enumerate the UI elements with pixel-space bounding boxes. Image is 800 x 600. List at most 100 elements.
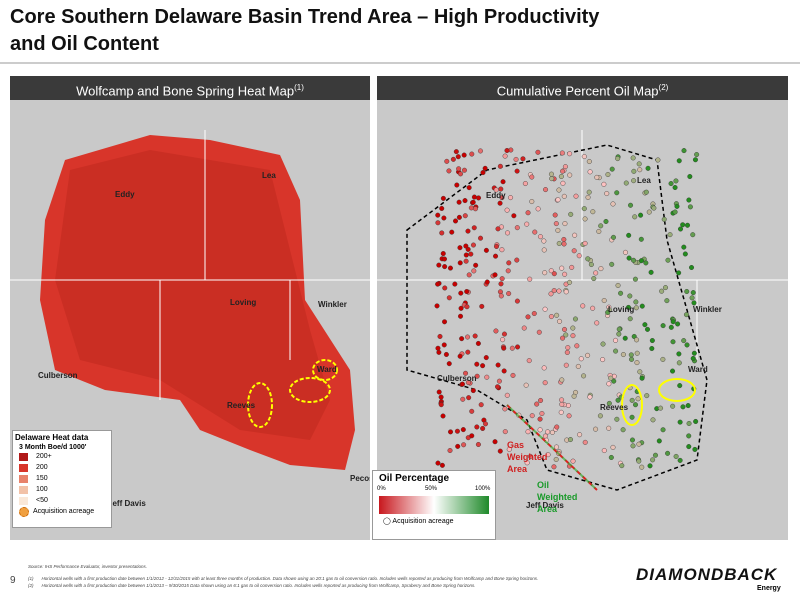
well-dot — [502, 406, 508, 412]
well-dot — [606, 381, 612, 387]
well-dot — [633, 305, 639, 311]
well-dot — [559, 397, 565, 403]
well-dot — [435, 281, 441, 287]
well-dot — [619, 463, 625, 469]
well-dot — [630, 443, 636, 449]
heat-core — [55, 150, 330, 440]
well-dot — [460, 427, 466, 433]
well-dot — [665, 257, 671, 263]
well-dot — [497, 163, 503, 169]
well-dot — [639, 464, 645, 470]
well-dot — [441, 256, 447, 262]
well-dot — [658, 405, 664, 411]
legend-item: <50 — [13, 495, 111, 506]
well-dot — [549, 176, 555, 182]
well-dot — [525, 210, 531, 216]
well-dot — [435, 345, 441, 351]
well-dot — [504, 207, 510, 213]
well-dot — [495, 226, 501, 232]
well-dot — [600, 341, 606, 347]
well-dot — [537, 234, 543, 240]
well-dot — [628, 352, 634, 358]
well-dot — [498, 293, 504, 299]
title-line: and Oil Content — [10, 33, 159, 55]
well-dot — [689, 295, 695, 301]
well-dot — [463, 243, 469, 249]
county-label: Lea — [262, 171, 276, 180]
well-dot — [631, 257, 637, 263]
well-dot — [434, 303, 440, 309]
well-dot — [610, 234, 616, 240]
well-dot — [563, 289, 569, 295]
well-dot — [684, 222, 690, 228]
well-dot — [458, 290, 464, 296]
county-label: Loving — [230, 298, 256, 307]
well-dot — [470, 388, 476, 394]
well-dot — [440, 195, 446, 201]
legend-item: Acquisition acreage — [13, 506, 111, 517]
arrow-oil — [506, 404, 598, 491]
well-dot — [459, 381, 465, 387]
well-dot — [506, 291, 512, 297]
footnote: Horizontal wells with a first production… — [41, 583, 476, 588]
well-dot — [629, 397, 635, 403]
well-dot — [608, 375, 614, 381]
well-dot — [571, 393, 577, 399]
legend-swatch — [19, 506, 29, 517]
well-dot — [685, 403, 691, 409]
well-dot — [638, 212, 644, 218]
legend-text: 200 — [36, 464, 48, 471]
well-dot — [585, 194, 591, 200]
county-label: Loving — [608, 305, 634, 314]
well-dot — [567, 279, 573, 285]
well-dot — [631, 168, 637, 174]
well-dot — [642, 322, 648, 328]
well-dot — [548, 291, 554, 297]
well-dot — [563, 332, 569, 338]
well-dot — [571, 248, 577, 254]
well-dot — [514, 225, 520, 231]
well-dot — [482, 165, 488, 171]
well-dot — [497, 200, 503, 206]
well-dot — [493, 253, 499, 259]
well-dot — [497, 289, 503, 295]
well-dot — [639, 375, 645, 381]
well-dot — [504, 148, 510, 154]
well-dot — [478, 402, 484, 408]
well-dot — [556, 240, 562, 246]
well-dot — [603, 218, 609, 224]
well-dot — [447, 448, 453, 454]
well-dot — [509, 345, 515, 351]
county-label: Reeves — [227, 401, 256, 410]
well-dot — [585, 352, 591, 358]
well-dot — [537, 416, 543, 422]
legend-acreage: ◯ Acquisition acreage — [383, 518, 454, 525]
well-dot — [615, 282, 621, 288]
legend-item: 150 — [13, 473, 111, 484]
legend-subtitle: 3 Month Boe/d 1000' — [19, 444, 87, 451]
well-dot — [639, 303, 645, 309]
well-dot — [660, 427, 666, 433]
well-dot — [455, 443, 461, 449]
well-dot — [545, 429, 551, 435]
county-label: Eddy — [486, 191, 506, 200]
well-dot — [440, 251, 446, 257]
well-dot — [499, 247, 505, 253]
well-dot — [478, 235, 484, 241]
well-dot — [690, 290, 696, 296]
well-dot — [632, 402, 638, 408]
well-dot — [590, 305, 596, 311]
well-dot — [660, 323, 666, 329]
acreage — [621, 384, 643, 426]
well-dot — [567, 172, 573, 178]
well-dot — [466, 272, 472, 278]
well-dot — [562, 221, 568, 227]
well-dot — [436, 349, 442, 355]
well-dot — [681, 338, 687, 344]
well-dot — [480, 363, 486, 369]
well-dot — [541, 238, 547, 244]
logo: DIAMONDBACK — [636, 565, 778, 584]
well-dot — [500, 179, 506, 185]
footnote: Horizontal wells with a first production… — [41, 576, 539, 581]
well-dot — [680, 222, 686, 228]
